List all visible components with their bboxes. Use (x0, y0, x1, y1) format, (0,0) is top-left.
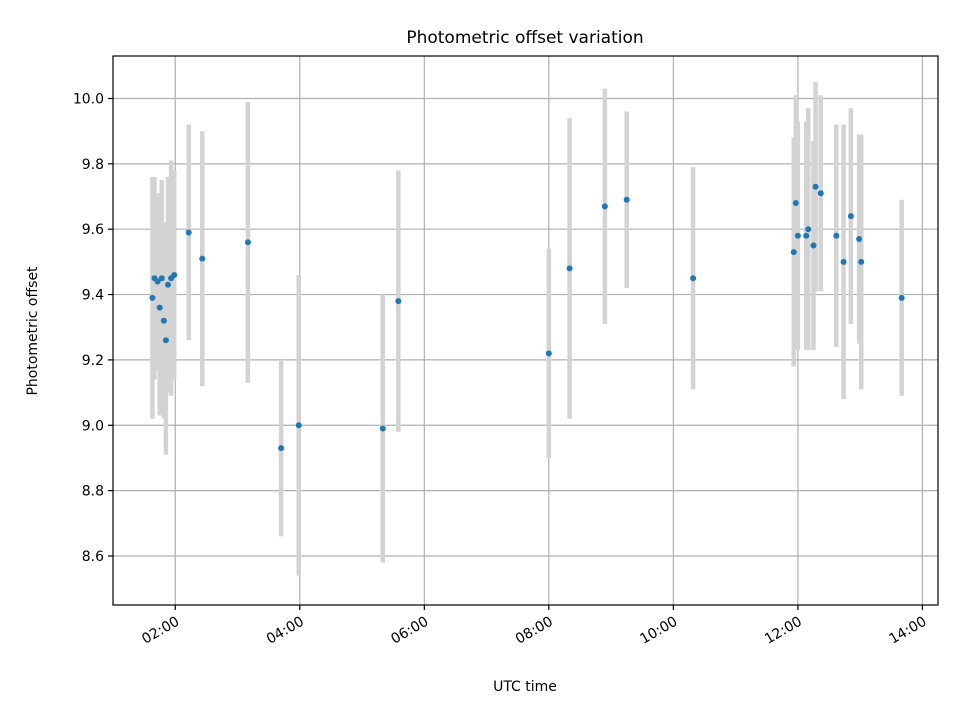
data-point (162, 337, 169, 344)
data-point (165, 281, 171, 288)
data-point (278, 445, 285, 452)
data-point (295, 422, 302, 429)
data-point (545, 350, 552, 357)
data-point (154, 278, 161, 285)
data-points (149, 183, 905, 452)
y-tick-label: 10.0 (73, 91, 104, 107)
data-point (690, 275, 697, 282)
data-point (812, 183, 819, 190)
data-point (792, 200, 799, 207)
y-tick-label: 9.2 (82, 353, 104, 369)
data-point (858, 258, 865, 265)
data-point (833, 232, 840, 239)
chart-title: Photometric offset variation (406, 28, 643, 48)
plot-area-frame (112, 55, 939, 606)
data-point (817, 190, 824, 197)
data-point (805, 226, 812, 233)
y-tick-label: 9.0 (82, 418, 104, 434)
y-tick-label: 9.8 (82, 157, 104, 173)
data-point (623, 196, 630, 203)
data-point (601, 203, 608, 210)
data-point (185, 229, 192, 236)
data-point (199, 255, 206, 262)
data-point (856, 236, 863, 242)
x-axis-label: UTC time (493, 679, 557, 695)
y-tick-label: 9.4 (82, 288, 104, 304)
data-point (847, 213, 854, 220)
data-point (803, 232, 810, 239)
data-point (171, 271, 178, 278)
data-point (244, 239, 251, 246)
data-point (149, 294, 156, 301)
data-point (840, 258, 847, 265)
y-tick-label: 8.8 (82, 484, 104, 500)
y-tick-label: 8.6 (82, 549, 104, 565)
data-point (790, 249, 797, 256)
y-axis-label: Photometric offset (25, 266, 41, 396)
data-point (898, 294, 905, 301)
data-point (810, 242, 817, 249)
grid-lines (113, 56, 938, 605)
data-point (156, 304, 163, 311)
data-point (160, 317, 167, 324)
data-point (395, 298, 402, 305)
y-tick-label: 9.6 (82, 222, 104, 238)
data-point (794, 232, 801, 239)
data-point (566, 265, 573, 272)
data-point (379, 425, 386, 432)
data-point (158, 275, 165, 282)
